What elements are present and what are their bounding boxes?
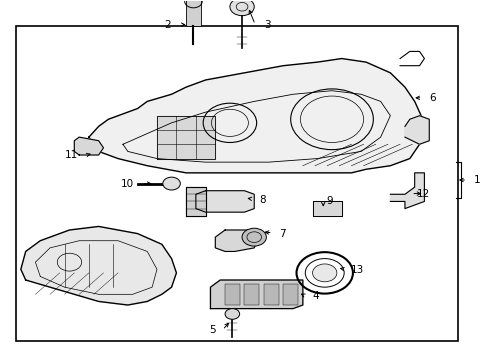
Text: 1: 1	[473, 175, 480, 185]
Text: 5: 5	[208, 325, 215, 335]
Polygon shape	[283, 284, 297, 305]
Text: 7: 7	[279, 229, 285, 239]
Polygon shape	[389, 173, 424, 208]
Text: 4: 4	[312, 291, 319, 301]
Text: 12: 12	[416, 189, 429, 199]
Polygon shape	[186, 0, 201, 26]
Circle shape	[229, 0, 254, 16]
Polygon shape	[215, 230, 259, 251]
Circle shape	[224, 309, 239, 319]
Text: 13: 13	[350, 265, 363, 275]
Polygon shape	[264, 284, 278, 305]
Polygon shape	[210, 280, 302, 309]
Polygon shape	[312, 202, 341, 216]
Polygon shape	[224, 284, 239, 305]
Polygon shape	[21, 226, 176, 305]
Text: 6: 6	[428, 93, 435, 103]
Text: 3: 3	[264, 19, 270, 30]
FancyBboxPatch shape	[16, 26, 458, 341]
Text: 8: 8	[259, 195, 265, 205]
Text: 9: 9	[325, 197, 332, 206]
Text: 10: 10	[120, 179, 133, 189]
Polygon shape	[157, 116, 215, 158]
Polygon shape	[404, 116, 428, 144]
Circle shape	[242, 228, 266, 246]
Polygon shape	[244, 284, 259, 305]
Circle shape	[163, 177, 180, 190]
Polygon shape	[89, 59, 424, 173]
Polygon shape	[196, 191, 254, 212]
Text: 11: 11	[65, 150, 78, 160]
Polygon shape	[74, 137, 103, 155]
Circle shape	[312, 264, 336, 282]
Text: 2: 2	[163, 19, 170, 30]
Polygon shape	[186, 187, 205, 216]
